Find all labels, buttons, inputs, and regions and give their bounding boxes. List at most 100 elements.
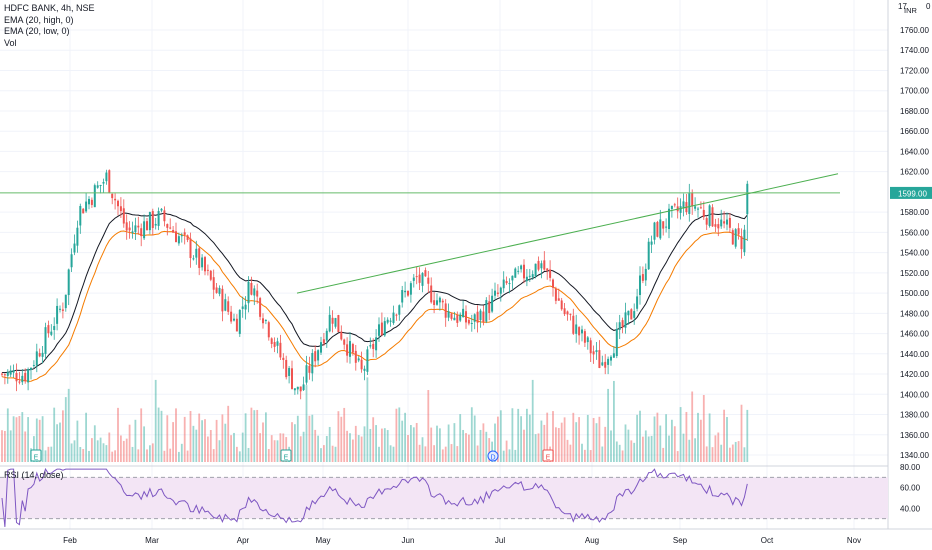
volume-bar — [746, 409, 749, 462]
rsi-legend[interactable]: RSI (14, close) — [4, 470, 64, 480]
volume-bar — [291, 422, 293, 462]
volume-bar — [421, 437, 424, 462]
volume-bar — [331, 445, 334, 462]
event-marker-dividend[interactable]: D — [487, 450, 499, 462]
candle — [624, 312, 627, 328]
volume-bar — [584, 449, 586, 462]
time-axis: Feb Mar Apr May Jun Jul Aug Sep Oct Nov — [63, 536, 861, 545]
candle — [79, 205, 82, 226]
volume-bar — [38, 419, 41, 462]
currency-label[interactable]: INR — [904, 6, 917, 15]
candle — [305, 365, 308, 383]
volume-label[interactable]: Vol — [4, 37, 17, 48]
candle — [59, 308, 61, 310]
candle — [450, 313, 453, 319]
candle — [531, 274, 534, 278]
volume-bar — [697, 412, 699, 462]
volume-bar — [708, 413, 711, 462]
volume-bar — [453, 423, 456, 462]
volume-bar — [494, 423, 496, 462]
candle — [47, 325, 50, 334]
event-marker-earnings[interactable]: E — [542, 449, 554, 462]
ema-low-label[interactable]: EMA (20, low, 0) — [4, 26, 70, 36]
candle — [291, 368, 293, 389]
candle — [215, 287, 218, 293]
event-marker-label: E — [34, 455, 39, 462]
volume-bar — [70, 443, 73, 462]
volume-bar — [470, 407, 473, 462]
candle — [3, 374, 6, 376]
volume-bar — [395, 408, 398, 462]
candle — [160, 208, 163, 211]
volume-bar — [688, 439, 691, 462]
price-tick: 1720.00 — [900, 66, 929, 75]
candle — [111, 193, 114, 199]
volume-bar — [357, 435, 360, 462]
volume-bar — [238, 451, 241, 462]
candle — [586, 337, 589, 343]
price-tick: 1620.00 — [900, 168, 929, 177]
candle — [372, 343, 375, 350]
volume-bar — [146, 449, 148, 462]
candle — [430, 285, 433, 303]
volume-bar — [705, 446, 708, 462]
volume-bar — [633, 442, 636, 462]
volume-bar — [317, 435, 319, 462]
candle — [728, 217, 731, 228]
candle — [253, 288, 256, 296]
volume-bar — [320, 448, 322, 462]
candle — [505, 281, 508, 284]
candle — [549, 269, 552, 278]
candle — [32, 364, 35, 366]
candle — [560, 300, 563, 310]
candle — [673, 204, 676, 206]
candle — [438, 297, 441, 303]
candle — [534, 263, 537, 277]
candle — [41, 352, 44, 357]
event-marker-earnings[interactable]: E — [280, 449, 292, 462]
ema-high-label[interactable]: EMA (20, high, 0) — [4, 14, 74, 25]
chart-legend: HDFC BANK, 4h, NSE EMA (20, high, 0) EMA… — [4, 3, 95, 49]
volume-bar — [149, 445, 151, 462]
candle — [267, 322, 270, 338]
volume-bar — [410, 425, 412, 462]
price-tick: 1740.00 — [900, 46, 929, 55]
candle — [723, 221, 726, 224]
candle — [746, 183, 749, 215]
candle — [70, 254, 73, 268]
candle — [581, 329, 583, 334]
event-marker-earnings[interactable]: E — [30, 449, 42, 462]
volume-bar — [444, 446, 447, 462]
volume-bar — [96, 440, 99, 462]
ema-low-line — [1, 230, 748, 382]
candle — [235, 318, 238, 332]
candle — [288, 368, 291, 376]
earnings-icon — [280, 449, 292, 462]
volume-bar — [595, 423, 598, 462]
candle — [285, 359, 288, 378]
volume-bar — [682, 433, 685, 462]
volume-bar — [430, 427, 433, 462]
rsi-tick: 80.00 — [900, 463, 921, 472]
candle — [670, 205, 673, 209]
volume-bar — [47, 446, 50, 462]
rsi-tick: 60.00 — [900, 484, 921, 493]
volume-bar — [644, 430, 647, 462]
candle — [198, 248, 201, 268]
symbol-title[interactable]: HDFC BANK, 4h, NSE — [4, 3, 95, 13]
candle — [38, 353, 41, 357]
volume-bar — [540, 420, 543, 462]
volume-bar — [610, 430, 612, 462]
candle — [337, 315, 340, 332]
candle — [351, 344, 354, 353]
candle — [633, 311, 636, 318]
candle — [206, 269, 209, 271]
volume-bar — [520, 416, 522, 462]
candle — [499, 287, 502, 294]
volume-bar — [563, 417, 566, 462]
candle — [621, 320, 624, 328]
volume-bar — [366, 377, 369, 462]
volume-bar — [497, 416, 499, 462]
volume-bar — [726, 417, 728, 462]
